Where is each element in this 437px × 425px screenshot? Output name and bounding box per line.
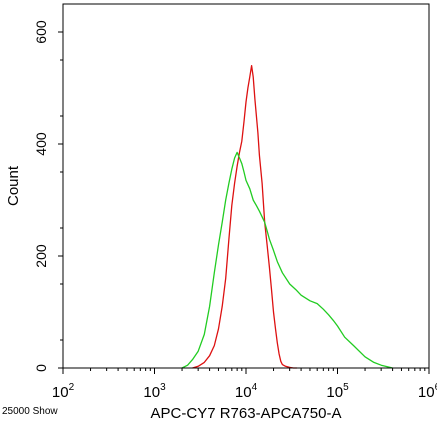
x-tick-label-1000000: 106 <box>418 382 437 401</box>
corner-note: 25000 Show <box>2 406 58 417</box>
x-tick-exponent: 5 <box>343 382 349 393</box>
x-axis-title: APC-CY7 R763-APCA750-A <box>151 405 342 422</box>
series-layer <box>181 64 393 369</box>
x-axis: 102103104105106 <box>52 368 437 401</box>
x-tick-base: 10 <box>52 384 69 401</box>
plot-frame <box>62 3 430 369</box>
x-tick-base: 10 <box>326 384 343 401</box>
y-tick-label-400: 400 <box>33 132 49 156</box>
x-tick-exponent: 6 <box>435 382 437 393</box>
x-tick-base: 10 <box>235 384 252 401</box>
x-tick-label-1000: 103 <box>143 382 166 401</box>
x-tick-exponent: 3 <box>160 382 166 393</box>
x-tick-label-100000: 105 <box>326 382 349 401</box>
x-tick-label-10000: 104 <box>235 382 258 401</box>
histogram-series-1 <box>192 64 297 369</box>
y-tick-label-200: 200 <box>33 244 49 268</box>
y-axis-title: Count <box>5 165 22 206</box>
x-tick-exponent: 2 <box>69 382 75 393</box>
y-tick-label-0: 0 <box>33 364 49 372</box>
y-tick-label-600: 600 <box>33 20 49 44</box>
y-axis: 0 200 400 600 <box>33 20 63 372</box>
x-tick-base: 10 <box>143 384 160 401</box>
x-tick-label-100: 102 <box>52 382 75 401</box>
x-tick-exponent: 4 <box>252 382 258 393</box>
x-tick-base: 10 <box>418 384 435 401</box>
histogram-series-2 <box>181 151 393 369</box>
